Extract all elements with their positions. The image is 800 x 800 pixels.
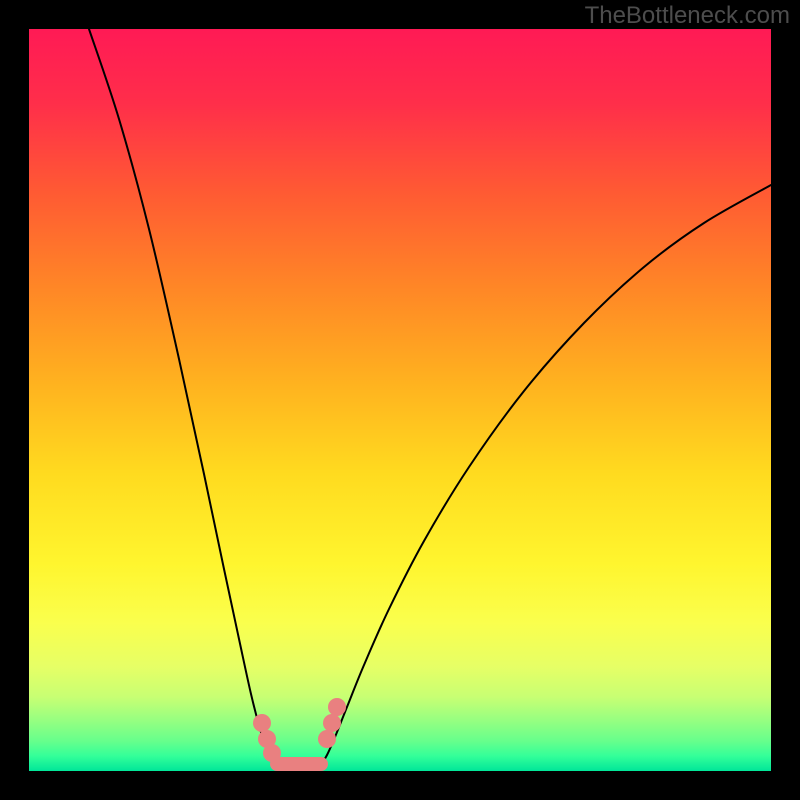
chart-svg bbox=[29, 29, 771, 771]
chart-frame: TheBottleneck.com bbox=[0, 0, 800, 800]
watermark-text: TheBottleneck.com bbox=[585, 2, 790, 30]
plot-area bbox=[29, 29, 771, 771]
valley-dot-left-2 bbox=[263, 744, 281, 762]
gradient-background bbox=[29, 29, 771, 771]
valley-dot-right-1 bbox=[323, 714, 341, 732]
valley-dot-right-2 bbox=[328, 698, 346, 716]
valley-dot-left-0 bbox=[253, 714, 271, 732]
valley-dot-right-0 bbox=[318, 730, 336, 748]
